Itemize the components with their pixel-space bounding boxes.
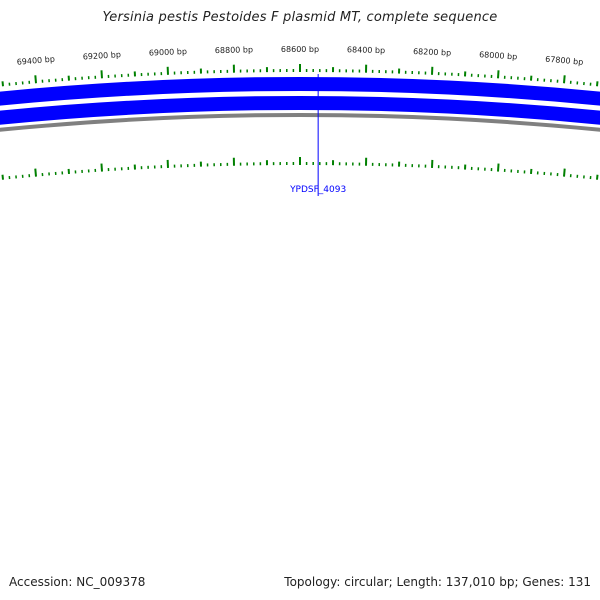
tick-mark: [34, 75, 37, 84]
feature-band-forward[interactable]: [0, 77, 600, 106]
map-title: Yersinia pestis Pestoides F plasmid MT, …: [102, 10, 498, 25]
tick-mark: [34, 168, 37, 177]
tick-mark: [100, 163, 103, 172]
gene-label[interactable]: YPDSF_4093: [289, 185, 346, 195]
topology-summary: Topology: circular; Length: 137,010 bp; …: [284, 575, 591, 589]
tick-mark: [563, 168, 566, 177]
backbone-ring: [0, 113, 600, 132]
tick-label-ring: 69400 bp 69200 bp 69000 bp 68800 bp 68600 bp…: [16, 45, 583, 67]
feature-band-reverse[interactable]: [0, 96, 600, 125]
tick-label: 69000 bp: [149, 47, 188, 58]
accession-label: Accession: NC_009378: [9, 575, 146, 589]
tick-label: 67800 bp: [545, 55, 584, 67]
tick-mark: [100, 70, 103, 79]
tick-mark: [497, 70, 500, 79]
tick-label: 68000 bp: [479, 50, 518, 61]
gene-callouts: YPDSF_4093: [289, 74, 346, 196]
inner-tick-ring: [1, 157, 599, 180]
tick-label: 68200 bp: [413, 47, 452, 58]
tick-mark: [563, 75, 566, 84]
tick-mark: [497, 163, 500, 172]
tick-label: 68400 bp: [347, 45, 385, 55]
tick-label: 68800 bp: [215, 45, 253, 55]
tick-label: 69400 bp: [16, 55, 55, 67]
tick-label: 68600 bp: [281, 45, 319, 54]
tick-label: 69200 bp: [83, 50, 122, 61]
outer-tick-ring: [1, 64, 599, 87]
